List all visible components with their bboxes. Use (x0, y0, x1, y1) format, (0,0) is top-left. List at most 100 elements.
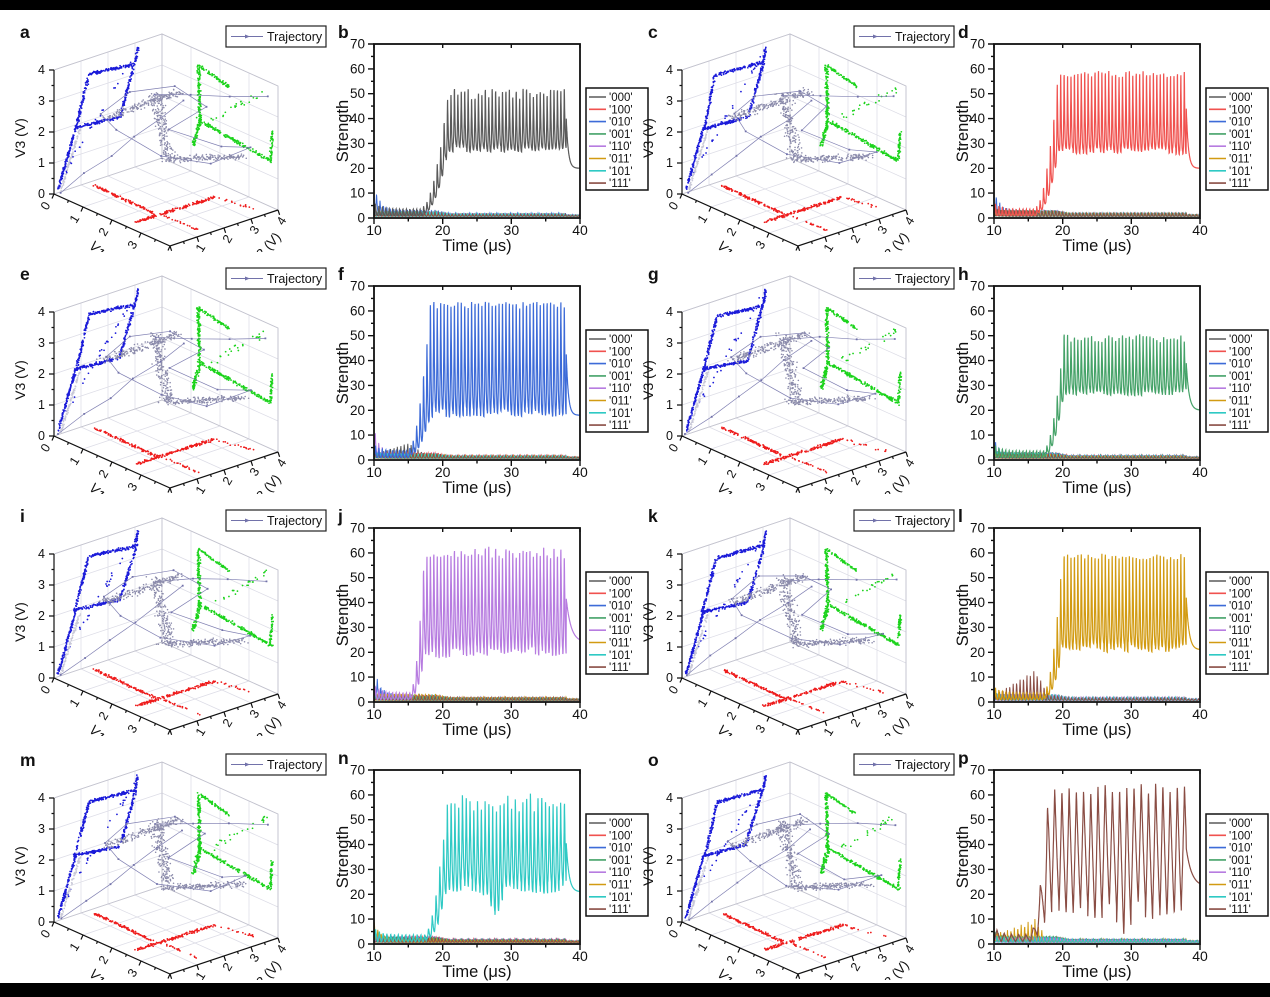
series-111 (993, 208, 1201, 217)
v2-tick-label: 4 (274, 942, 290, 955)
y-tick-label: 0 (357, 695, 365, 710)
y-tick-label: 10 (350, 670, 365, 685)
green-projection-cloud (819, 307, 903, 407)
trajectory-legend-label: Trajectory (895, 514, 951, 528)
legend-label: '101' (609, 166, 633, 178)
x-tick-label: 10 (986, 706, 1002, 722)
axes-3d (677, 69, 909, 251)
y-tick-label: 50 (350, 86, 365, 101)
x-tick-label: 30 (504, 706, 520, 722)
v1-axis-title: V1 (V) (714, 480, 751, 494)
panel-j-strength: j 0 10 20 30 40 50 60 70 10 20 30 40 Strength Time (μs… (334, 502, 650, 740)
z-tick-label: 0 (666, 671, 673, 685)
axis-ticks (368, 285, 581, 466)
y-tick-label: 60 (350, 61, 365, 76)
trajectory-legend-label: Trajectory (267, 758, 323, 772)
trajectory-legend-label: Trajectory (895, 30, 951, 44)
v1-tick-label: 4 (782, 493, 798, 494)
legend-label: '101' (609, 892, 633, 904)
scatter3d-plot-c: 000111222333444V1 (V)V2 (V)V3 (V)Traject… (640, 25, 955, 277)
v1-tick-label: 3 (753, 480, 769, 493)
y-tick-label: 60 (970, 545, 985, 560)
blue-projection-cloud (57, 288, 140, 432)
z-tick-label: 2 (38, 853, 45, 867)
v2-tick-label: 4 (902, 942, 918, 955)
axes-3d (49, 797, 281, 979)
z-tick-label: 1 (38, 884, 45, 898)
pale-tail-cloud (60, 856, 82, 919)
x-tick-label: 10 (366, 706, 382, 722)
z-tick-label: 4 (666, 305, 673, 319)
x-tick-label: 30 (1124, 706, 1140, 722)
y-tick-label: 40 (350, 595, 365, 610)
v1-tick-label: 4 (154, 493, 170, 494)
v3-axis-title: V3 (V) (640, 846, 656, 886)
x-tick-label: 10 (366, 948, 382, 964)
x-tick-label: 20 (435, 706, 451, 722)
v1-axis-title: V1 (V) (86, 966, 123, 980)
z-tick-label: 1 (38, 398, 45, 412)
y-axis-title: Strength (334, 100, 352, 162)
z-tick-label: 3 (38, 94, 45, 108)
trajectory-legend-arrow-icon (873, 518, 878, 523)
z-tick-label: 1 (666, 884, 673, 898)
x-tick-label: 40 (1192, 222, 1208, 238)
legend-label: '100' (1229, 346, 1253, 358)
v1-tick-label: 0 (666, 927, 682, 940)
z-tick-label: 1 (38, 156, 45, 170)
v2-tick-label: 4 (274, 698, 290, 711)
bottom-bar (0, 983, 1270, 997)
trajectory-diagonal-line (61, 830, 183, 919)
y-tick-label: 40 (970, 595, 985, 610)
series-legend-box (585, 329, 649, 433)
y-tick-label: 70 (970, 37, 985, 52)
trajectory-ring-line (731, 575, 884, 645)
v1-tick-label: 1 (67, 696, 83, 709)
series-011 (373, 692, 581, 701)
v2-tick-label: 3 (247, 951, 263, 964)
legend-label: '100' (1229, 830, 1253, 842)
legend-label: '011' (609, 638, 632, 650)
v2-tick-label: 2 (220, 474, 236, 487)
v1-tick-label: 1 (695, 212, 711, 225)
trajectory-upper-line (783, 336, 895, 340)
axis-ticks (988, 769, 1201, 950)
plot-frame (993, 769, 1201, 945)
v1-tick-label: 3 (753, 722, 769, 735)
axis-ticks (988, 527, 1201, 708)
v2-tick-label: 1 (193, 969, 209, 980)
y-tick-label: 0 (357, 211, 365, 226)
legend-label: '110' (1229, 625, 1252, 637)
v1-tick-label: 3 (125, 480, 141, 493)
v1-tick-label: 3 (125, 238, 141, 251)
z-tick-label: 2 (38, 367, 45, 381)
v2-tick-label: 4 (902, 456, 918, 469)
y-axis-title: Strength (334, 826, 352, 888)
series-111 (993, 452, 1201, 459)
wall-borders (53, 761, 279, 939)
panel-i-3d: i000111222333444V1 (V)V2 (V)V3 (V)Trajec… (8, 496, 332, 761)
legend-label: '100' (609, 588, 633, 600)
series-legend-box (585, 87, 649, 191)
v1-tick-label: 0 (666, 683, 682, 696)
panel-e-3d: e000111222333444V1 (V)V2 (V)V3 (V)Trajec… (8, 254, 332, 519)
trajectory-ring-line (105, 330, 251, 407)
v2-tick-label: 4 (902, 214, 918, 227)
panel-letter-j: j (338, 506, 343, 526)
y-tick-label: 20 (350, 161, 365, 176)
z-tick-label: 4 (38, 63, 45, 77)
panel-letter-n: n (338, 748, 349, 768)
v1-tick-label: 1 (695, 454, 711, 467)
z-tick-label: 1 (666, 640, 673, 654)
legend-label: '010' (1229, 359, 1253, 371)
y-tick-label: 10 (350, 186, 365, 201)
red-projection-cloud (93, 427, 255, 474)
panel-h-strength: h 0 10 20 30 40 50 60 70 10 20 30 40 Strength Time (μs… (954, 260, 1270, 498)
wall-borders (681, 761, 907, 939)
v1-axis-title: V1 (V) (714, 722, 751, 736)
y-tick-label: 20 (970, 645, 985, 660)
axes-3d (677, 311, 909, 493)
legend-label: '111' (609, 662, 631, 674)
x-tick-label: 40 (572, 706, 588, 722)
